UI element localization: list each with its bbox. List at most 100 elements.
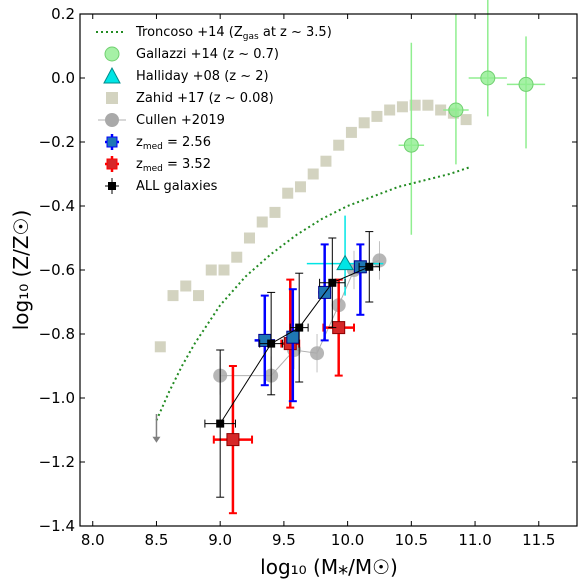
legend-swatch [106, 136, 118, 148]
legend-label-sub: med [143, 164, 163, 174]
zahid-point [294, 181, 306, 193]
legend-label-main: z [136, 157, 143, 172]
legend-item: Gallazzi +14 (z ~ 0.7) [104, 46, 279, 62]
legend-label-main: Halliday +08 (z ~ 2) [136, 69, 269, 84]
legend-item: Halliday +08 (z ~ 2) [103, 66, 269, 84]
cullen-point [310, 346, 325, 361]
x-tick-label: 8.0 [81, 531, 105, 549]
legend-swatch [104, 46, 120, 62]
legend-item: Cullen +2019 [98, 113, 225, 128]
legend-label-main: Zahid +17 (z ~ 0.08) [136, 91, 274, 106]
y-tick-label: −1.2 [39, 453, 75, 471]
y-tick-label: 0.2 [51, 5, 75, 23]
zahid-point [371, 110, 383, 122]
x-axis-label: log₁₀ (M⁎/M☉) [260, 555, 398, 579]
legend-label-main: Cullen +2019 [136, 113, 225, 128]
legend-label: Gallazzi +14 (z ~ 0.7) [136, 47, 279, 62]
legend-label: zmed = 2.56 [136, 135, 211, 152]
legend-label-tail: at z ~ 3.5) [259, 25, 332, 40]
x-tick-label: 10.5 [395, 531, 428, 549]
y-tick-label: −0.2 [39, 133, 75, 151]
zahid-point [205, 264, 217, 276]
zahid-point [269, 206, 281, 218]
zahid-point [154, 341, 166, 353]
x-tick-label: 8.5 [145, 531, 169, 549]
legend-label: Zahid +17 (z ~ 0.08) [136, 91, 274, 106]
legend-swatch [105, 113, 119, 127]
zahid-point [307, 168, 319, 180]
series-zahid [154, 99, 472, 353]
legend-label: Cullen +2019 [136, 113, 225, 128]
gallazzi-point [480, 70, 496, 86]
zahid-point [320, 155, 332, 167]
troncoso-line [155, 166, 469, 421]
legend-label-main: Gallazzi +14 (z ~ 0.7) [136, 47, 279, 62]
all-point [216, 419, 225, 428]
x-tick-label: 11.5 [522, 531, 555, 549]
y-tick-label: −1.4 [39, 517, 75, 535]
legend-label-sub: gas [243, 32, 259, 42]
axis-ticks: 8.0 8.5 9.0 9.5 10.0 10.5 11.0 11.5 0.2 0.0 −0.2 −0… [39, 5, 577, 549]
zahid-point [435, 104, 447, 116]
legend-label: Halliday +08 (z ~ 2) [136, 69, 269, 84]
legend-label-main: z [136, 135, 143, 150]
y-tick-label: 0.0 [51, 69, 75, 87]
troncoso-arrow-head [152, 436, 161, 443]
legend-swatch [106, 92, 118, 104]
x-tick-label: 11.0 [458, 531, 491, 549]
x-tick-label: 10.0 [331, 531, 364, 549]
zahid-point [243, 232, 255, 244]
gallazzi-point [448, 102, 464, 118]
legend-item: Troncoso +14 (Zgas at z ~ 3.5) [96, 25, 332, 42]
halliday-point [336, 254, 354, 271]
legend-label-main: ALL galaxies [136, 179, 218, 194]
legend-label-tail: = 3.52 [163, 157, 211, 172]
y-tick-label: −1.0 [39, 389, 75, 407]
zahid-point [358, 117, 370, 129]
x-tick-label: 9.5 [272, 531, 296, 549]
legend-item: Zahid +17 (z ~ 0.08) [106, 91, 274, 106]
all-point [328, 278, 337, 287]
series-all [204, 231, 380, 498]
all-point [365, 262, 374, 271]
series-troncoso [152, 166, 469, 443]
zahid-point [396, 101, 408, 113]
zahid-point [409, 99, 421, 111]
legend-label: zmed = 3.52 [136, 157, 211, 174]
legend-label-tail: = 2.56 [163, 135, 211, 150]
zahid-point [384, 104, 396, 116]
all-point [267, 339, 276, 348]
zahid-point [167, 290, 179, 302]
y-tick-label: −0.8 [39, 325, 75, 343]
legend-item: zmed = 3.52 [105, 156, 211, 174]
y-tick-label: −0.4 [39, 197, 75, 215]
plot-marks [152, 0, 546, 515]
zahid-point [333, 139, 345, 151]
legend-label-main: Troncoso +14 (Z [135, 25, 243, 40]
y-axis-label: log₁₀ (Z/Z☉) [9, 210, 33, 331]
legend-label-sub: med [143, 142, 163, 152]
zahid-point [193, 290, 205, 302]
legend-item: ALL galaxies [105, 178, 218, 194]
legend-swatch [108, 182, 116, 190]
legend-label: ALL galaxies [136, 179, 218, 194]
legend-swatch [103, 66, 121, 84]
zahid-point [460, 114, 472, 126]
x-tick-label: 9.0 [208, 531, 232, 549]
zahid-point [422, 99, 434, 111]
z256-point [286, 330, 300, 344]
legend-item: zmed = 2.56 [105, 134, 211, 152]
all-point [295, 323, 304, 332]
zahid-point [231, 251, 243, 263]
zahid-point [256, 216, 268, 228]
series-gallazzi [398, 0, 546, 235]
gallazzi-point [403, 137, 419, 153]
zahid-point [218, 264, 230, 276]
legend-label: Troncoso +14 (Zgas at z ~ 3.5) [135, 25, 332, 42]
legend: Troncoso +14 (Zgas at z ~ 3.5) Gallazzi +… [96, 25, 332, 194]
y-tick-label: −0.6 [39, 261, 75, 279]
legend-swatch [106, 158, 118, 170]
zahid-point [345, 126, 357, 138]
z352-point [226, 433, 240, 447]
